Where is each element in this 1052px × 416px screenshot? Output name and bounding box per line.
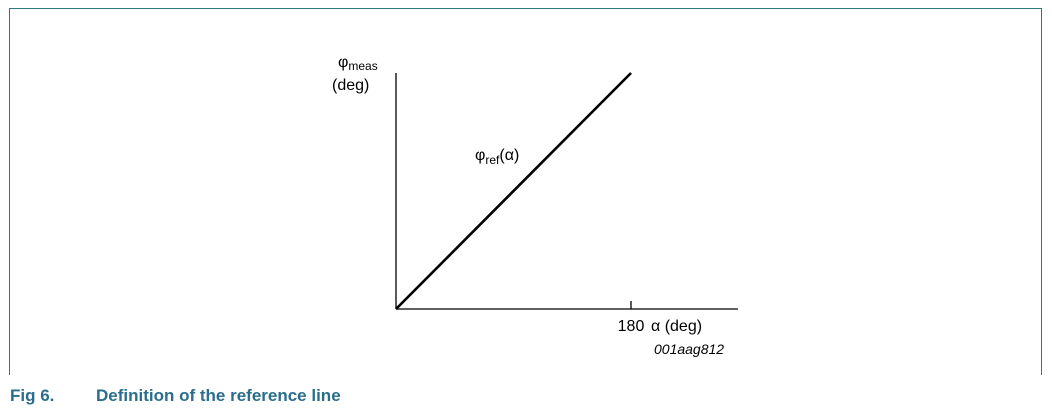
figure-frame [9, 8, 1042, 375]
y-axis-label-sub: meas [348, 59, 377, 73]
y-axis-unit: (deg) [332, 77, 369, 94]
series-label-sub: ref [485, 153, 500, 167]
figure-title: Definition of the reference line [96, 386, 341, 405]
series-label-symbol: φ [475, 147, 485, 164]
reference-line-chart: φmeas (deg) φref(α) 180 α (deg) 001aag81… [332, 54, 738, 357]
x-tick-label-180: 180 [618, 318, 645, 335]
x-axis-label: α (deg) [651, 318, 702, 335]
figure-caption: Fig 6. Definition of the reference line [10, 386, 341, 406]
series-label-arg: (α) [499, 147, 519, 164]
series-line-phi-ref [395, 72, 632, 310]
y-axis-label: φmeas [338, 54, 378, 73]
figure-number: Fig 6. [10, 386, 55, 405]
figure-code: 001aag812 [654, 341, 724, 357]
y-axis-label-symbol: φ [338, 54, 348, 71]
series-label: φref(α) [475, 147, 519, 167]
